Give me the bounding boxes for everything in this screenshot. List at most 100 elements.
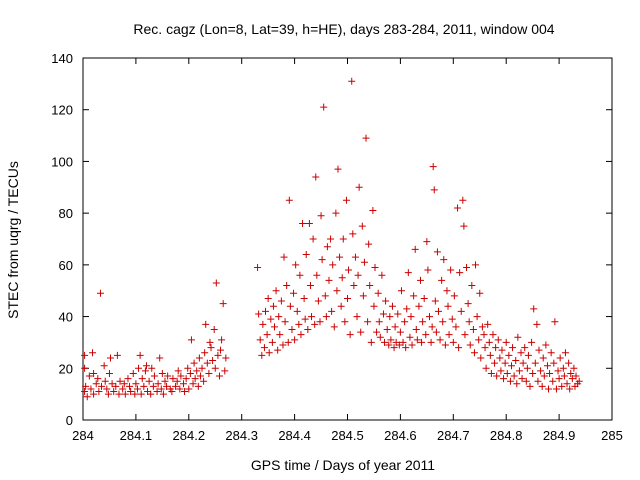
data-point (355, 183, 363, 191)
data-point (374, 289, 382, 297)
y-tick-label: 0 (66, 413, 73, 428)
data-point (450, 292, 458, 300)
data-point (386, 313, 394, 321)
data-point (81, 388, 89, 396)
data-point (357, 328, 365, 336)
data-point (395, 341, 403, 349)
data-point (438, 276, 446, 284)
data-point (95, 388, 103, 396)
data-point (194, 382, 202, 390)
data-point (407, 313, 415, 321)
data-point (454, 204, 462, 212)
axis-ticks: 284 284.1 284.2 284.3 284.4 284.5 284.6 284.7 28… (51, 51, 623, 443)
x-tick-label: 285 (601, 428, 623, 443)
data-point (427, 338, 435, 346)
data-point (493, 372, 501, 380)
data-point (447, 266, 455, 274)
data-point (531, 359, 539, 367)
data-point (561, 349, 569, 357)
data-point (351, 253, 359, 261)
data-point (448, 315, 456, 323)
data-point (475, 336, 483, 344)
data-point (291, 336, 299, 344)
data-point (406, 333, 414, 341)
data-point (136, 351, 144, 359)
data-point (537, 367, 545, 375)
data-point (270, 323, 278, 331)
data-point (517, 349, 525, 357)
data-point (383, 326, 391, 333)
data-point (150, 372, 158, 380)
data-point (292, 261, 300, 269)
y-tick-label: 100 (51, 154, 73, 169)
data-point (332, 209, 340, 217)
data-point (480, 331, 488, 339)
data-point (339, 235, 347, 243)
data-point (434, 307, 442, 315)
data-point (484, 320, 492, 328)
data-point (408, 341, 416, 349)
x-tick-label: 284.8 (490, 428, 523, 443)
data-points (81, 77, 583, 401)
data-point (546, 369, 554, 377)
data-point (177, 372, 185, 380)
data-point (276, 331, 284, 339)
data-point (350, 282, 358, 290)
data-point (256, 336, 264, 344)
data-point (337, 302, 345, 310)
data-point (551, 318, 559, 326)
data-point (107, 354, 115, 362)
data-point (441, 341, 449, 349)
data-point (396, 328, 404, 336)
data-point (503, 369, 511, 377)
data-point (306, 282, 314, 290)
data-point (142, 362, 150, 370)
data-point (119, 385, 127, 393)
data-point (354, 271, 362, 279)
data-point (413, 336, 421, 344)
data-point (212, 279, 220, 287)
data-point (180, 380, 188, 388)
data-point (478, 323, 486, 331)
data-point (464, 300, 472, 308)
data-point (455, 344, 463, 352)
data-point (127, 388, 135, 396)
data-point (514, 333, 522, 341)
data-point (469, 326, 477, 333)
data-point (382, 297, 390, 305)
data-point (556, 354, 564, 362)
data-point (277, 297, 285, 305)
data-point (494, 336, 502, 344)
y-tick-label: 120 (51, 103, 73, 118)
data-point (141, 367, 149, 375)
x-tick-label: 284.7 (437, 428, 470, 443)
data-point (515, 367, 523, 375)
data-point (501, 359, 509, 367)
data-point (566, 385, 574, 393)
data-point (526, 382, 534, 390)
data-point (181, 388, 189, 396)
data-point (500, 375, 508, 383)
data-point (491, 359, 499, 367)
data-point (172, 382, 180, 390)
data-point (112, 382, 120, 390)
data-point (191, 375, 199, 383)
data-point (297, 331, 305, 339)
data-point (92, 380, 100, 388)
data-point (330, 323, 338, 331)
data-point (381, 338, 389, 346)
data-point (432, 328, 440, 336)
data-point (431, 297, 439, 305)
data-point (85, 372, 93, 380)
data-point (555, 375, 563, 383)
data-point (190, 359, 198, 367)
data-point (103, 385, 111, 393)
data-point (263, 331, 271, 339)
data-point (318, 256, 326, 264)
data-point (219, 300, 227, 308)
data-point (255, 310, 263, 318)
data-point (367, 338, 375, 346)
data-point (89, 349, 97, 357)
data-point (420, 294, 428, 302)
